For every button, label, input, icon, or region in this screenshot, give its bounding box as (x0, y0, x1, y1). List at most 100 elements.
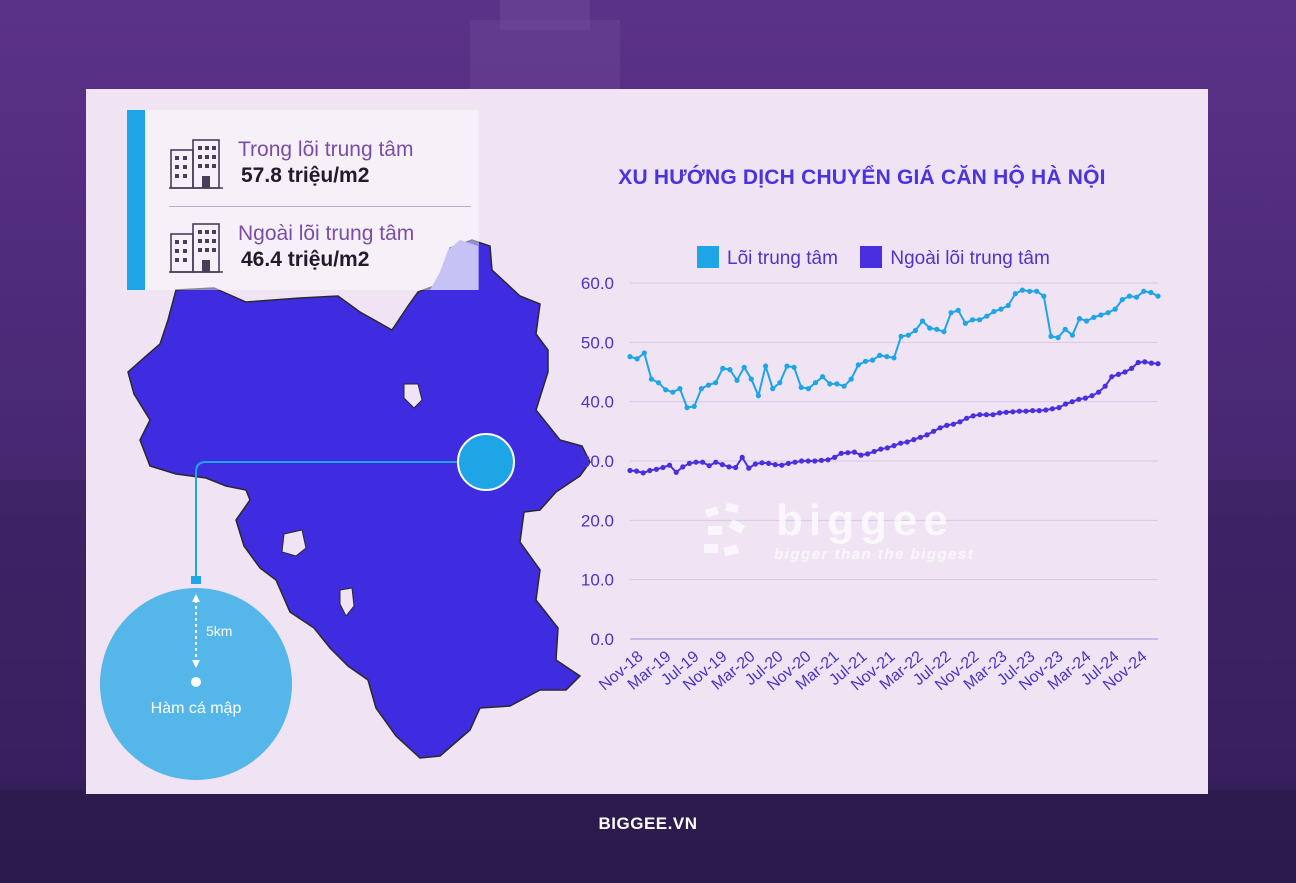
watermark: biggee bigger than the biggest (700, 496, 1040, 570)
y-tick-label: 10.0 (581, 571, 614, 590)
data-point-core (705, 382, 712, 388)
data-point-core (898, 333, 904, 339)
data-point-outer (805, 458, 811, 464)
data-point-core (805, 386, 812, 392)
y-tick-label: 40.0 (581, 393, 614, 412)
core-area-circle (457, 433, 515, 491)
data-point-core (641, 350, 647, 356)
series-line-core (629, 289, 1159, 409)
data-point-outer (957, 419, 963, 425)
data-point-outer (1010, 409, 1016, 415)
data-point-outer (779, 462, 785, 468)
data-point-core (713, 380, 719, 386)
data-point-outer (713, 459, 719, 465)
data-point-outer (1115, 371, 1121, 377)
data-point-core (1055, 335, 1061, 341)
data-point-outer (1036, 408, 1042, 414)
data-point-outer (997, 410, 1003, 416)
legend-outer: Ngoài lõi trung tâm (860, 246, 1050, 270)
data-point-outer (851, 449, 858, 455)
data-point-outer (1069, 399, 1075, 405)
data-point-outer (904, 439, 910, 445)
data-point-core (820, 374, 826, 380)
data-point-core (720, 365, 726, 371)
data-point-core (677, 386, 683, 392)
data-point-core (877, 352, 883, 358)
data-point-core (1069, 332, 1075, 338)
chart-legend: Lõi trung tâm Ngoài lõi trung tâm (697, 246, 1068, 272)
data-point-outer (660, 464, 666, 471)
data-point-core (1062, 326, 1068, 332)
core-label: Trong lõi trung tâm (238, 138, 414, 161)
corner-region (430, 240, 478, 290)
data-point-outer (693, 459, 699, 465)
data-point-outer (950, 421, 957, 427)
data-point-outer (1076, 396, 1082, 402)
data-point-core (1126, 293, 1133, 299)
legend-outer-label: Ngoài lõi trung tâm (890, 248, 1050, 269)
data-point-core (848, 376, 854, 382)
data-point-outer (1142, 359, 1148, 365)
data-point-outer (858, 452, 864, 458)
building-icon (169, 139, 223, 189)
data-point-core (955, 307, 961, 313)
place-marker-icon (191, 677, 201, 687)
data-point-core (1027, 288, 1033, 294)
core-price-row: Trong lõi trung tâm 57.8 triệu/m2 (169, 134, 469, 204)
data-point-outer (647, 467, 653, 474)
data-point-outer (937, 425, 943, 431)
data-point-outer (1063, 401, 1069, 407)
data-point-core (627, 354, 633, 360)
data-point-outer (640, 470, 646, 476)
data-point-core (763, 363, 769, 369)
data-point-core (912, 327, 919, 334)
place-label: Hàm cá mập (151, 700, 242, 717)
data-point-core (1005, 302, 1011, 309)
data-point-outer (812, 458, 818, 464)
data-point-outer (733, 464, 739, 471)
watermark-brand: biggee (776, 496, 954, 545)
watermark-tagline: bigger than the biggest (774, 546, 975, 563)
y-tick-label: 20.0 (581, 511, 614, 530)
data-point-core (777, 380, 783, 386)
y-tick-label: 50.0 (581, 333, 614, 352)
data-point-outer (1003, 409, 1009, 415)
data-point-core (1084, 318, 1090, 324)
data-point-core (862, 358, 869, 364)
data-point-outer (898, 440, 904, 446)
data-point-outer (680, 464, 686, 470)
lake-3 (339, 587, 355, 617)
data-point-core (698, 386, 705, 392)
data-point-core (891, 355, 897, 361)
data-point-core (784, 363, 790, 369)
data-point-outer (917, 434, 924, 440)
data-point-core (969, 317, 976, 323)
legend-core: Lõi trung tâm (697, 246, 838, 270)
connector-end-marker (191, 576, 201, 584)
data-point-core (798, 384, 804, 390)
price-summary-box: Trong lõi trung tâm 57.8 triệu/m2 Ngoài … (127, 110, 479, 290)
data-point-outer (752, 461, 759, 467)
data-point-core (870, 357, 876, 363)
data-point-outer (706, 463, 712, 469)
data-point-outer (891, 443, 897, 449)
outer-value: 46.4 triệu/m2 (241, 248, 370, 271)
data-point-core (748, 376, 754, 382)
data-point-outer (1016, 408, 1023, 414)
y-tick-label: 60.0 (581, 274, 614, 293)
data-point-outer (944, 422, 950, 428)
data-point-core (962, 320, 969, 326)
data-point-core (884, 354, 890, 360)
data-point-core (927, 325, 933, 331)
data-point-outer (845, 450, 851, 456)
data-point-outer (865, 451, 871, 457)
data-point-outer (871, 448, 877, 455)
data-point-outer (1096, 389, 1102, 395)
data-point-outer (990, 412, 996, 418)
data-point-core (1034, 288, 1040, 294)
data-point-core (1141, 288, 1147, 294)
legend-outer-swatch (860, 246, 883, 268)
data-point-outer (1102, 383, 1108, 389)
data-point-outer (772, 462, 778, 468)
